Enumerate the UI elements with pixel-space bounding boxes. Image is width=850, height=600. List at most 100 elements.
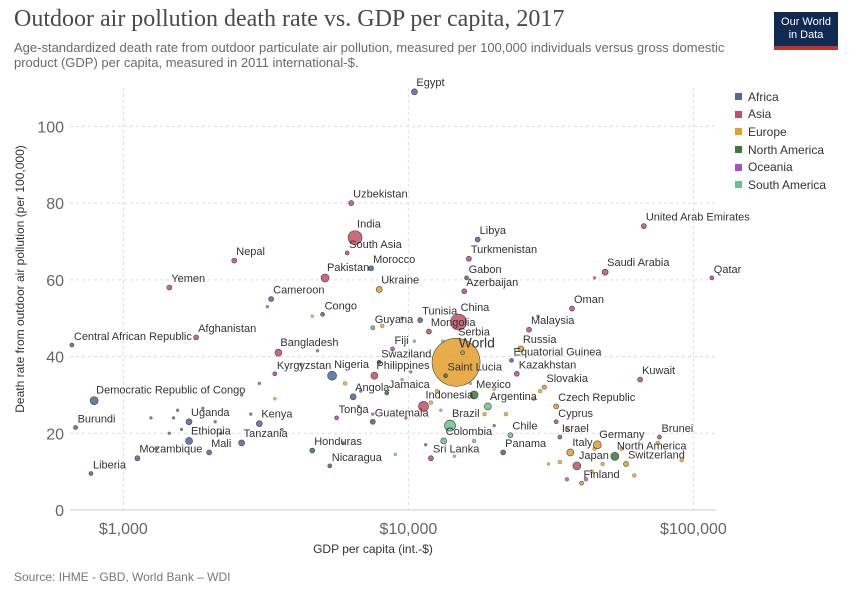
point-label-qatar: Qatar bbox=[714, 264, 742, 276]
data-point bbox=[536, 314, 540, 318]
data-point-indonesia bbox=[418, 401, 429, 412]
legend-item-africa[interactable]: Africa bbox=[735, 88, 826, 106]
data-point-bangladesh bbox=[274, 348, 283, 357]
point-label-ukraine: Ukraine bbox=[381, 274, 419, 286]
data-point-germany bbox=[592, 440, 602, 450]
data-point-nigeria bbox=[327, 370, 337, 381]
point-labels: Egypt Uzbekistan India South Asia Nepal Moroc… bbox=[74, 77, 750, 481]
point-label-egypt: Egypt bbox=[416, 77, 444, 89]
legend-label-north-america: North America bbox=[748, 142, 825, 157]
point-label-kuwait: Kuwait bbox=[642, 365, 675, 377]
data-point-malaysia bbox=[526, 326, 532, 333]
point-label-finland: Finland bbox=[584, 469, 620, 481]
data-point-argentina bbox=[484, 402, 492, 411]
data-point bbox=[655, 440, 660, 446]
data-point-tunisia bbox=[417, 317, 423, 323]
point-label-malaysia: Malaysia bbox=[531, 315, 575, 327]
data-point bbox=[239, 393, 244, 397]
data-point bbox=[492, 387, 496, 391]
data-point-uzbekistan bbox=[348, 200, 354, 206]
data-point bbox=[619, 446, 624, 451]
source-note: Source: IHME - GBD, World Bank – WDI bbox=[14, 570, 231, 584]
point-label-bangladesh: Bangladesh bbox=[280, 337, 338, 349]
data-point bbox=[310, 314, 314, 318]
point-label-guyana: Guyana bbox=[375, 314, 414, 326]
point-label-equatorial-guinea: Equatorial Guinea bbox=[513, 346, 602, 358]
data-point bbox=[171, 416, 176, 420]
point-label-russia: Russia bbox=[523, 334, 558, 346]
data-point bbox=[409, 370, 413, 374]
legend-item-oceania[interactable]: Oceania bbox=[735, 158, 826, 176]
data-point bbox=[538, 388, 543, 394]
point-label-slovakia: Slovakia bbox=[546, 373, 588, 385]
point-label-afghanistan: Afghanistan bbox=[198, 323, 256, 335]
data-point-slovakia bbox=[542, 384, 547, 390]
point-label-mexico: Mexico bbox=[476, 379, 511, 391]
data-point-uganda bbox=[185, 418, 193, 426]
point-label-cyprus: Cyprus bbox=[558, 408, 593, 420]
point-label-fiji: Fiji bbox=[395, 335, 409, 347]
owid-logo[interactable]: Our World in Data bbox=[774, 12, 838, 50]
data-point-azerbaijan bbox=[461, 288, 468, 295]
data-point-tanzania bbox=[238, 439, 245, 447]
data-point-united-arab-emirates bbox=[641, 223, 647, 229]
data-point-brunei bbox=[657, 434, 662, 440]
data-point-russia bbox=[517, 345, 525, 353]
legend-label-africa: Africa bbox=[748, 89, 779, 104]
data-point-czech-republic bbox=[553, 403, 559, 410]
data-point bbox=[546, 462, 551, 466]
point-label-north-america: North America bbox=[617, 440, 688, 452]
point-label-saudi-arabia: Saudi Arabia bbox=[607, 257, 670, 269]
legend-item-north-america[interactable]: North America bbox=[735, 141, 826, 159]
data-point bbox=[434, 388, 440, 394]
point-label-guatemala: Guatemala bbox=[375, 407, 430, 419]
data-point-world bbox=[460, 350, 465, 356]
data-point-philippines bbox=[370, 371, 379, 380]
data-point-north-america bbox=[610, 451, 620, 461]
data-point bbox=[371, 412, 375, 416]
data-point bbox=[175, 408, 180, 412]
point-label-cameroon: Cameroon bbox=[273, 285, 324, 297]
data-point-tonga bbox=[334, 415, 339, 421]
data-point-turkmenistan bbox=[466, 255, 472, 262]
data-point bbox=[149, 416, 153, 420]
data-point-kyrgyzstan bbox=[272, 371, 278, 377]
point-label-philippines: Philippines bbox=[376, 360, 430, 372]
point-label-jamaica: Jamaica bbox=[389, 379, 431, 391]
legend-item-south-america[interactable]: South America bbox=[735, 176, 826, 194]
data-point-ethiopia bbox=[185, 437, 193, 445]
data-point-nicaragua bbox=[327, 463, 333, 469]
grid-lines bbox=[70, 88, 716, 510]
point-label-nepal: Nepal bbox=[236, 246, 265, 258]
legend-item-asia[interactable]: Asia bbox=[735, 106, 826, 124]
legend-item-europe[interactable]: Europe bbox=[735, 123, 826, 141]
legend-label-europe: Europe bbox=[748, 124, 787, 139]
data-point-libya bbox=[474, 236, 481, 243]
data-point bbox=[265, 305, 269, 309]
data-point bbox=[632, 473, 637, 478]
point-label-united-arab-emirates: United Arab Emirates bbox=[646, 212, 750, 224]
x-axis-title: GDP per capita (int.-$) bbox=[313, 542, 433, 556]
y-tick-label: 40 bbox=[46, 350, 64, 367]
point-label-azerbaijan: Azerbaijan bbox=[466, 277, 518, 289]
point-label-israel: Israel bbox=[562, 423, 589, 435]
data-point-guyana bbox=[370, 325, 376, 331]
data-point bbox=[564, 477, 570, 482]
data-point-jamaica bbox=[384, 390, 390, 396]
point-label-mozambique: Mozambique bbox=[139, 444, 202, 456]
point-label-kazakhstan: Kazakhstan bbox=[519, 359, 576, 371]
data-point bbox=[393, 452, 397, 457]
point-label-mongolia: Mongolia bbox=[431, 317, 477, 329]
point-label-brazil: Brazil bbox=[452, 408, 480, 420]
data-point-pakistan bbox=[320, 273, 330, 283]
data-point bbox=[341, 441, 345, 445]
data-point bbox=[471, 438, 477, 444]
data-point-mozambique bbox=[134, 455, 141, 462]
axes: 0 20 40 60 80 100 $1,000 $10,000 $100,000 GDP per… bbox=[13, 119, 727, 556]
point-label-swaziland: Swaziland bbox=[381, 348, 431, 360]
data-point-panama bbox=[500, 449, 506, 456]
data-point bbox=[299, 362, 303, 366]
data-point-finland bbox=[579, 480, 584, 486]
data-point bbox=[583, 477, 589, 482]
data-point-central-african-republic bbox=[69, 342, 75, 348]
